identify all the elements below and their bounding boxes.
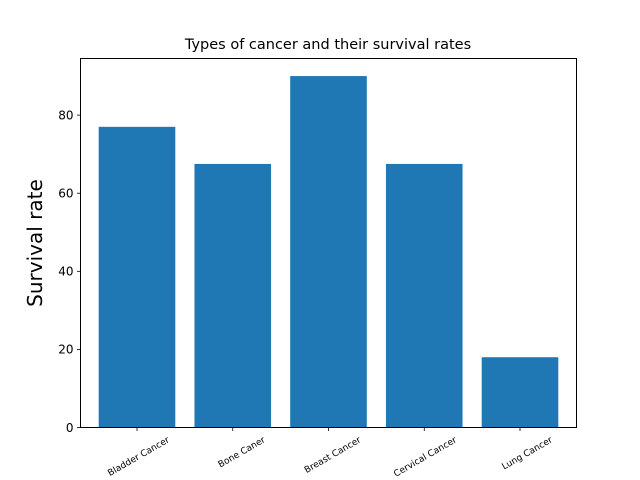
y-tick-label-3: 60 [58, 187, 73, 201]
chart-title: Types of cancer and their survival rates [184, 37, 471, 53]
bars-group [98, 76, 559, 428]
y-axis-label: Survival rate [23, 179, 47, 307]
bar-3 [385, 163, 463, 428]
y-tick-label-2: 40 [58, 265, 73, 279]
bar-0 [98, 126, 176, 428]
bar-2 [290, 76, 367, 428]
y-tick-label-1: 20 [58, 343, 73, 357]
bar-4 [481, 357, 559, 428]
x-axis: Bladder Cancer Bone Caner Breast Cancer Cer… [106, 427, 555, 480]
plot-frame [80, 58, 577, 428]
x-tick-label-0: Bladder Cancer [106, 435, 171, 479]
y-tick-label-0: 0 [66, 421, 74, 435]
x-tick-label-2: Breast Cancer [303, 435, 363, 476]
y-axis: 0 20 40 60 80 [58, 108, 81, 435]
x-tick-label-1: Bone Caner [217, 435, 268, 470]
x-tick-label-4: Lung Cancer [501, 435, 555, 472]
bar-1 [194, 163, 272, 428]
y-tick-label-4: 80 [58, 108, 73, 122]
x-tick-label-3: Cervical Cancer [392, 435, 459, 479]
